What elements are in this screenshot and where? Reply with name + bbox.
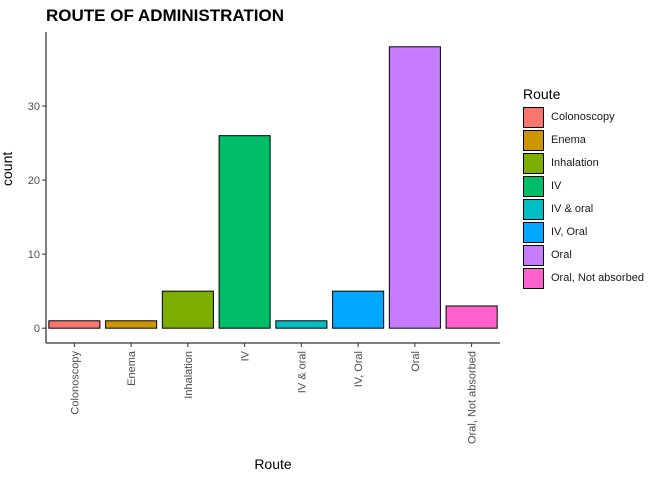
x-tick-label-colonoscopy: Colonoscopy [69, 351, 81, 415]
x-tick-label-inhalation: Inhalation [183, 351, 195, 399]
legend-key-oral [523, 244, 544, 266]
bar-oral-not-absorbed [445, 305, 498, 329]
bar-iv-oral [275, 320, 328, 329]
y-tick-label-10: 10 [28, 249, 40, 261]
legend-item-colonoscopy: Colonoscopy [523, 106, 615, 128]
x-tick-label-iv-oral: IV, Oral [353, 351, 365, 387]
x-tick-label-enema: Enema [126, 350, 138, 386]
bars-group [48, 46, 498, 329]
x-tick-label-iv-oral: IV & oral [296, 351, 308, 393]
legend-label-oral: Oral [551, 249, 572, 261]
legend-label-enema: Enema [551, 134, 586, 146]
legend-item-oral-not-absorbed: Oral, Not absorbed [523, 267, 644, 289]
y-tick-label-20: 20 [28, 175, 40, 187]
legend-key-colonoscopy [523, 106, 544, 128]
legend-item-enema: Enema [523, 129, 586, 151]
legend-title: Route [523, 86, 561, 102]
y-tick-label-0: 0 [34, 323, 40, 335]
legend-key-enema [523, 129, 544, 151]
axes-group [45, 32, 500, 344]
bar-oral [388, 46, 441, 329]
legend-label-iv-oral: IV, Oral [551, 226, 588, 238]
x-tick-label-oral: Oral [410, 351, 422, 372]
legend-key-iv [523, 175, 544, 197]
legend-key-iv-oral [523, 198, 544, 220]
chart-title: ROUTE OF ADMINISTRATION [46, 6, 284, 25]
x-axis-title: Route [254, 456, 292, 472]
bar-colonoscopy [48, 320, 101, 329]
legend-key-iv-oral [523, 221, 544, 243]
legend-item-oral: Oral [523, 244, 572, 266]
bar-enema [105, 320, 158, 329]
legend-item-iv: IV [523, 175, 561, 197]
legend-label-colonoscopy: Colonoscopy [551, 111, 615, 123]
legend-label-iv: IV [551, 180, 562, 192]
legend-item-iv-oral: IV, Oral [523, 221, 587, 243]
legend-label-oral-not-absorbed: Oral, Not absorbed [551, 272, 644, 284]
ticks-group: Colonoscopy Enema Inhalation IV IV & oral IV,… [28, 101, 479, 444]
legend-key-oral-not-absorbed [523, 267, 544, 289]
y-tick-label-30: 30 [28, 101, 40, 113]
legend-label-iv-oral: IV & oral [551, 203, 594, 215]
legend-label-inhalation: Inhalation [551, 157, 599, 169]
x-tick-label-iv: IV [240, 350, 252, 361]
x-tick-label-oral-not-absorbed: Oral, Not absorbed [467, 351, 479, 444]
bar-inhalation [161, 290, 214, 329]
bar-iv-oral [332, 290, 385, 329]
legend-item-iv-oral: IV & oral [523, 198, 593, 220]
legend-key-inhalation [523, 152, 544, 174]
legend-item-inhalation: Inhalation [523, 152, 599, 174]
y-axis-title: count [0, 151, 15, 186]
bar-iv [218, 135, 271, 329]
